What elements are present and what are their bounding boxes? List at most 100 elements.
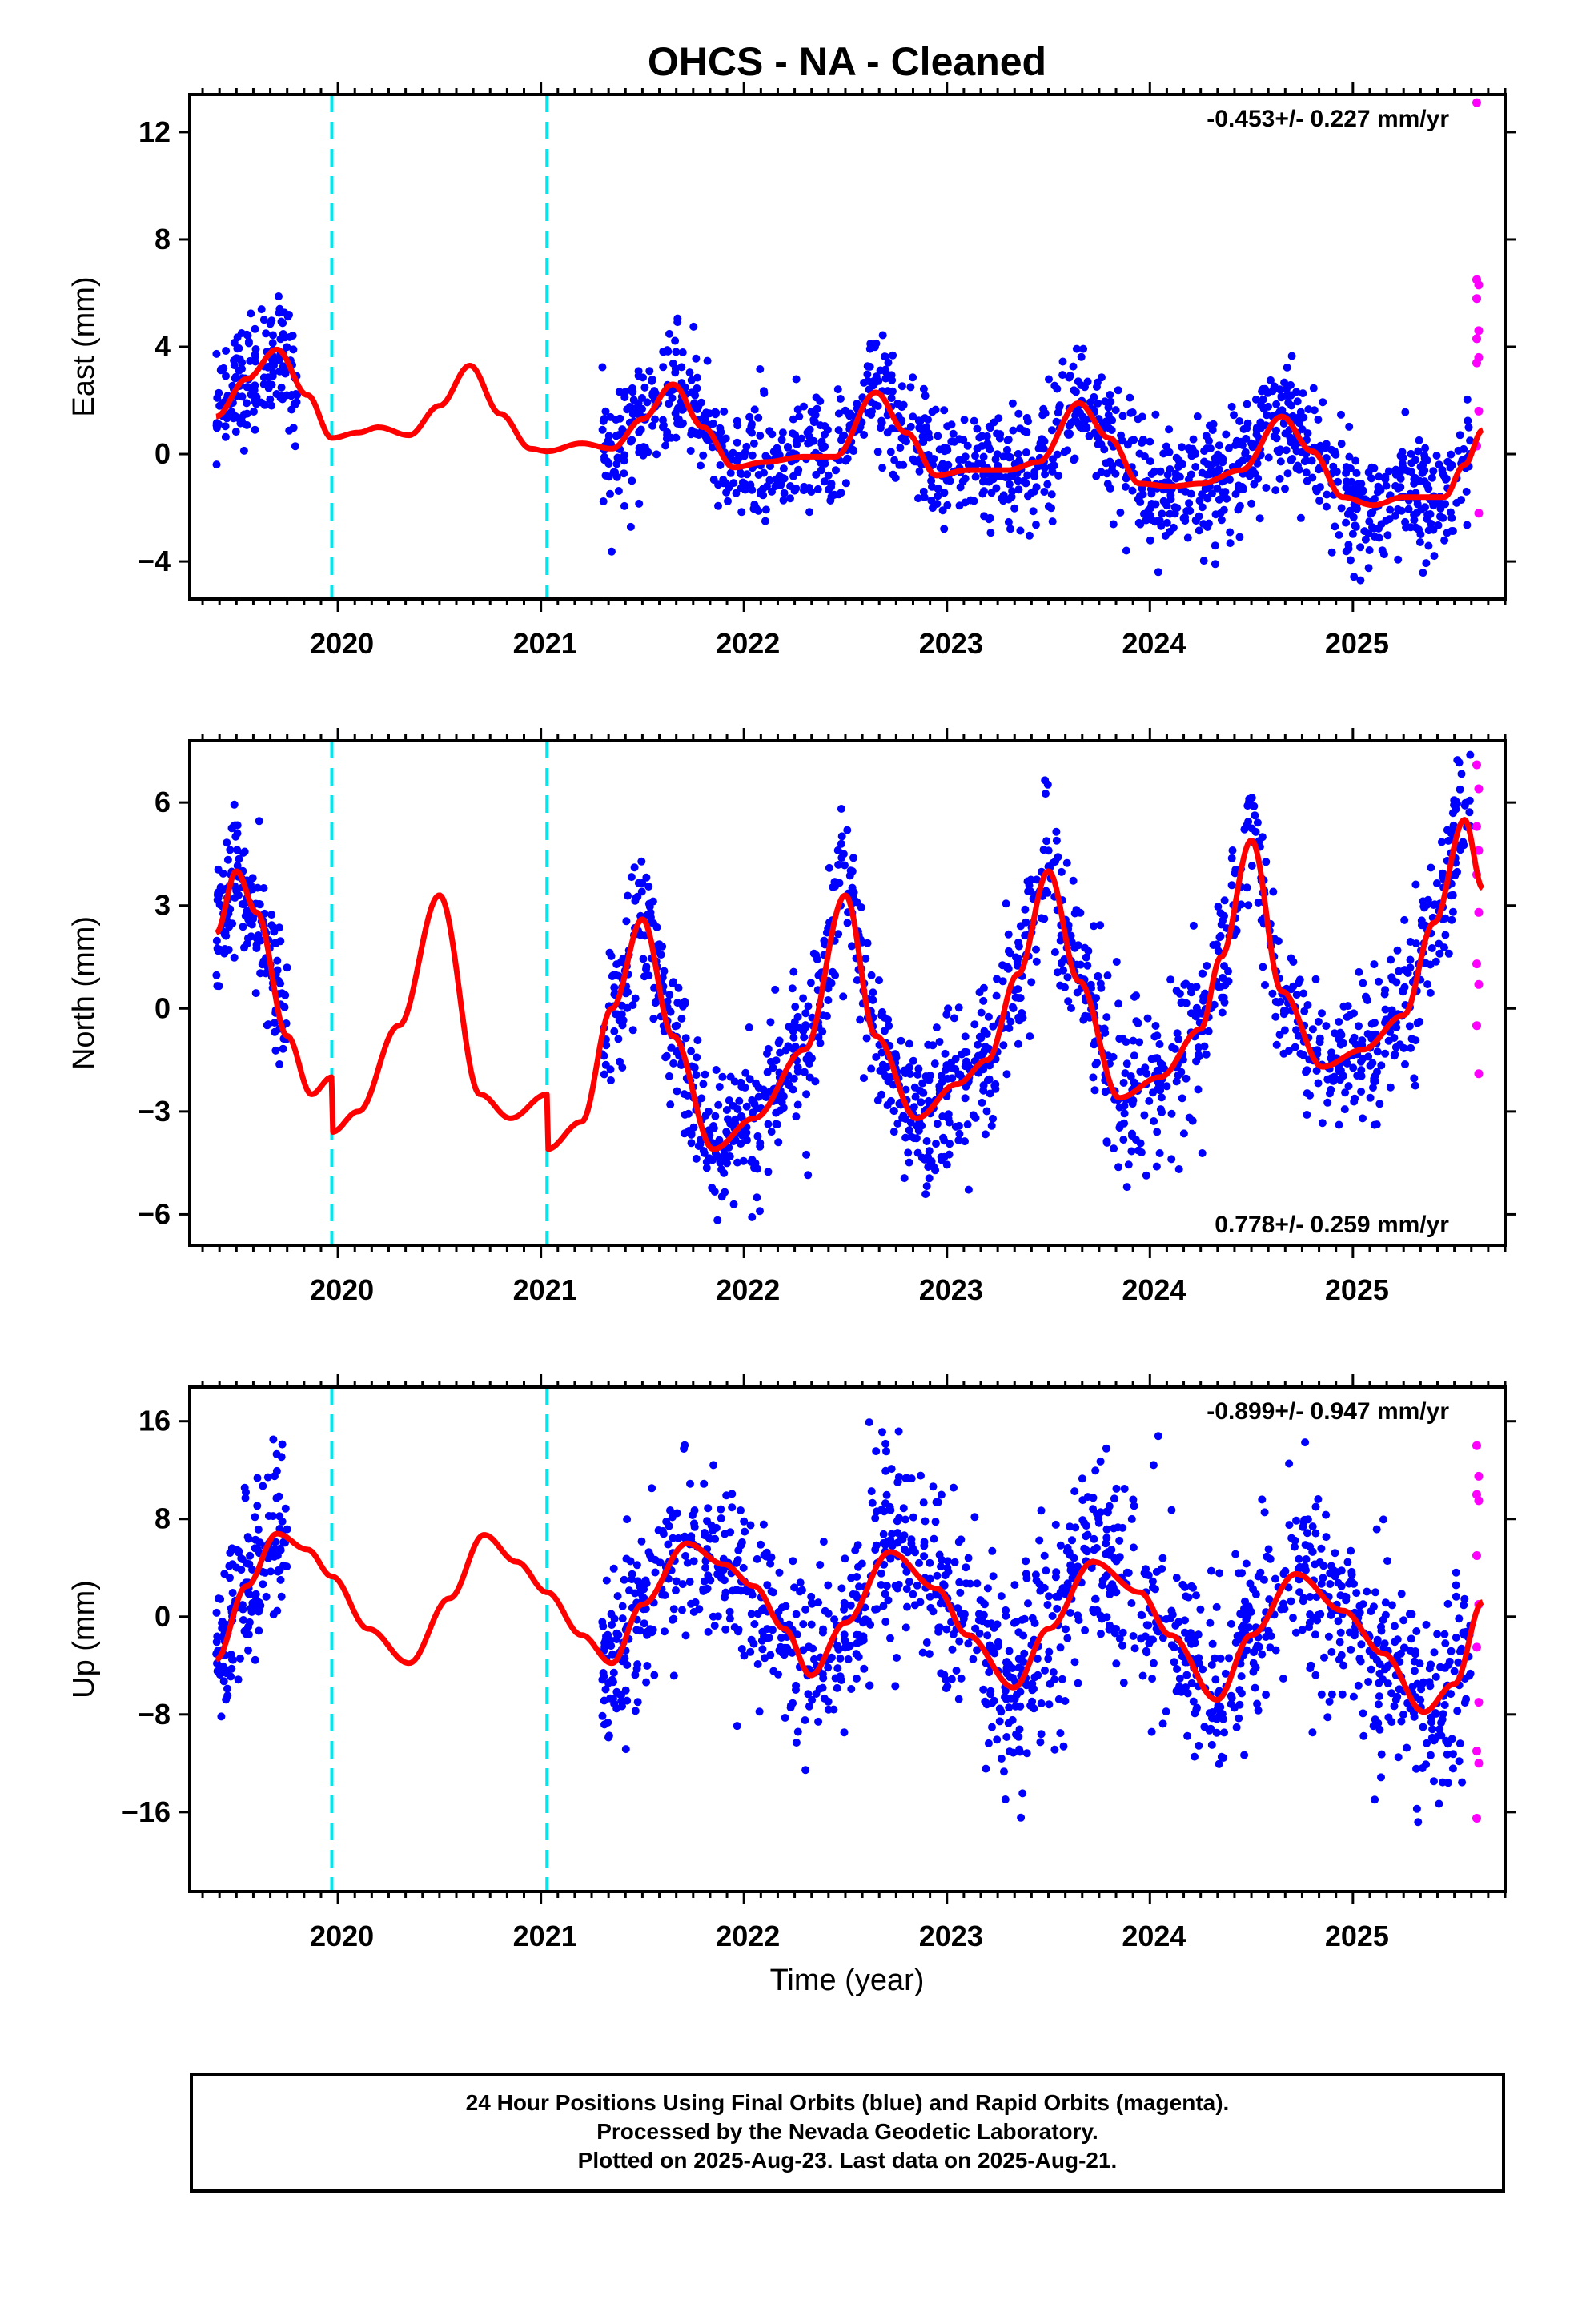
final-orbit-point xyxy=(1427,1751,1435,1759)
final-orbit-point xyxy=(225,1562,234,1570)
final-orbit-point xyxy=(1353,1072,1362,1080)
final-orbit-point xyxy=(979,1065,988,1074)
final-orbit-point xyxy=(774,1039,783,1047)
final-orbit-point xyxy=(837,489,845,497)
final-orbit-point xyxy=(766,1018,775,1027)
final-orbit-point xyxy=(247,1606,256,1614)
final-orbit-point xyxy=(1060,448,1069,456)
final-orbit-point xyxy=(1376,485,1385,494)
final-orbit-point xyxy=(717,1574,725,1582)
final-orbit-point xyxy=(934,492,942,501)
final-orbit-point xyxy=(1426,510,1435,518)
final-orbit-point xyxy=(620,501,628,510)
final-orbit-point xyxy=(1453,1707,1462,1715)
final-orbit-point xyxy=(1244,901,1253,910)
final-orbit-point xyxy=(881,374,890,383)
final-orbit-point xyxy=(251,381,259,390)
final-orbit-point xyxy=(1447,450,1456,459)
final-orbit-point xyxy=(1147,1727,1156,1736)
final-orbit-point xyxy=(1220,998,1229,1007)
final-orbit-point xyxy=(1399,1710,1407,1719)
final-orbit-point xyxy=(827,480,836,488)
final-orbit-point xyxy=(605,948,614,957)
final-orbit-point xyxy=(1074,1611,1082,1620)
final-orbit-point xyxy=(1300,1007,1309,1015)
final-orbit-point xyxy=(1247,862,1256,870)
final-orbit-point xyxy=(796,1578,805,1587)
final-orbit-point xyxy=(1022,413,1031,422)
final-orbit-point xyxy=(1207,1660,1216,1669)
final-orbit-point xyxy=(645,1550,654,1559)
final-orbit-point xyxy=(244,1534,253,1543)
final-orbit-point xyxy=(1379,1615,1387,1624)
final-orbit-point xyxy=(272,390,281,398)
final-orbit-point xyxy=(1173,1665,1182,1673)
final-orbit-point xyxy=(1282,446,1291,455)
final-orbit-point xyxy=(1102,1525,1111,1534)
final-orbit-point xyxy=(753,1164,761,1173)
final-orbit-point xyxy=(1440,1630,1449,1638)
final-orbit-point xyxy=(1211,541,1219,550)
final-orbit-point xyxy=(729,1200,738,1208)
final-orbit-point xyxy=(269,1512,277,1521)
final-orbit-point xyxy=(1119,1136,1128,1144)
final-orbit-point xyxy=(1106,457,1114,466)
final-orbit-point xyxy=(705,1534,713,1542)
final-orbit-point xyxy=(897,1036,905,1045)
final-orbit-point xyxy=(1189,1697,1198,1706)
final-orbit-point xyxy=(1061,1697,1070,1705)
final-orbit-point xyxy=(1381,1005,1390,1014)
final-orbit-point xyxy=(223,838,231,847)
final-orbit-point xyxy=(658,942,667,951)
final-orbit-point xyxy=(1008,399,1017,408)
final-orbit-point xyxy=(614,1035,623,1043)
final-orbit-point xyxy=(1415,538,1424,546)
final-orbit-point xyxy=(1098,1614,1106,1623)
final-orbit-point xyxy=(697,461,705,470)
final-orbit-point xyxy=(285,332,294,341)
final-orbit-point xyxy=(1335,1035,1343,1043)
final-orbit-point xyxy=(248,874,257,883)
final-orbit-point xyxy=(1231,1638,1240,1647)
final-orbit-point xyxy=(252,940,261,949)
final-orbit-point xyxy=(971,1113,980,1122)
final-orbit-point xyxy=(1405,1022,1414,1031)
final-orbit-point xyxy=(1037,1506,1046,1515)
final-orbit-point xyxy=(1327,1085,1335,1094)
final-orbit-point xyxy=(900,1066,909,1075)
final-orbit-point xyxy=(1021,905,1030,914)
final-orbit-point xyxy=(1377,1773,1385,1782)
final-orbit-point xyxy=(1028,1697,1037,1706)
final-orbit-point xyxy=(1191,1709,1199,1718)
final-orbit-point xyxy=(1299,389,1307,398)
final-orbit-point xyxy=(618,1614,627,1623)
final-orbit-point xyxy=(1281,485,1289,493)
final-orbit-point xyxy=(916,423,924,432)
final-orbit-point xyxy=(1254,474,1263,483)
final-orbit-point xyxy=(1129,1036,1138,1045)
final-orbit-point xyxy=(921,1517,930,1526)
final-orbit-point xyxy=(756,432,765,440)
final-orbit-point xyxy=(1103,1508,1112,1517)
final-orbit-point xyxy=(812,470,821,479)
final-orbit-point xyxy=(816,397,825,405)
final-orbit-point xyxy=(1431,1672,1440,1681)
final-orbit-point xyxy=(686,1479,694,1488)
final-orbit-point xyxy=(1314,416,1323,424)
final-orbit-point xyxy=(1067,1004,1075,1012)
final-orbit-point xyxy=(1129,1495,1138,1504)
final-orbit-point xyxy=(1143,1014,1152,1023)
final-orbit-point xyxy=(893,1478,902,1486)
final-orbit-point xyxy=(1314,1017,1323,1026)
final-orbit-point xyxy=(1101,1088,1110,1096)
final-orbit-point xyxy=(266,395,275,404)
final-orbit-point xyxy=(1412,939,1420,948)
final-orbit-point xyxy=(215,1594,223,1603)
final-orbit-point xyxy=(1456,431,1464,440)
final-orbit-point xyxy=(1254,1706,1263,1715)
final-orbit-point xyxy=(961,1094,970,1103)
final-orbit-point xyxy=(222,372,230,380)
final-orbit-point xyxy=(887,394,896,403)
final-orbit-point xyxy=(1357,1066,1366,1075)
